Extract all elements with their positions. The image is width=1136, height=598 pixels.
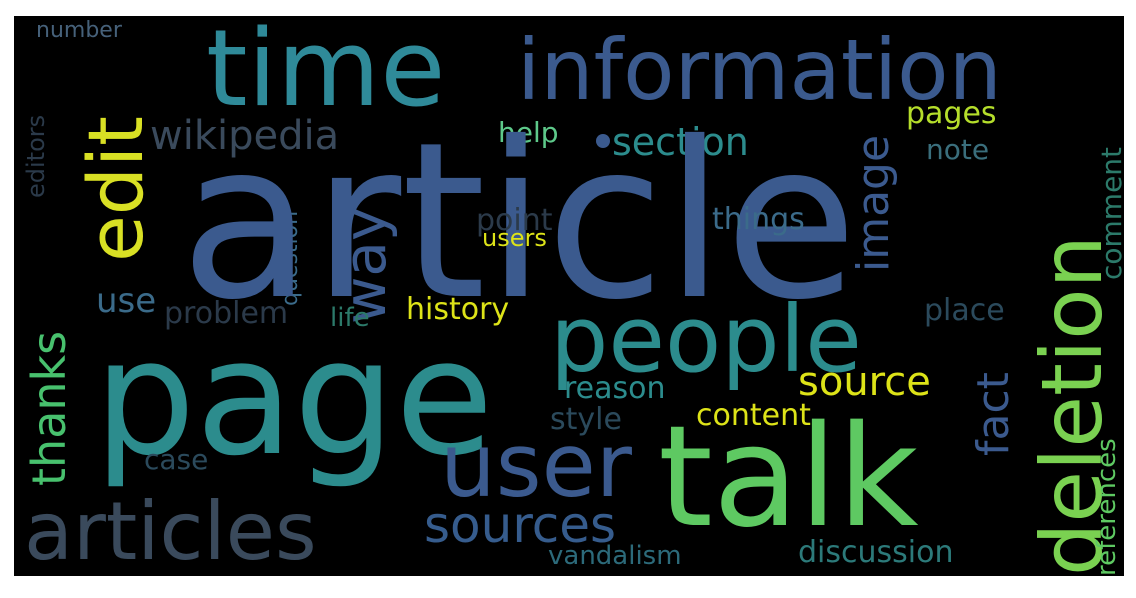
word-user: user (440, 414, 632, 517)
word-editors: editors (22, 114, 50, 198)
word-thanks: thanks (22, 330, 76, 486)
word-vandalism: vandalism (548, 541, 682, 571)
word-fact: fact (968, 372, 1019, 456)
word-style: style (550, 402, 622, 437)
word-article: article (180, 96, 858, 347)
word-source: source (798, 359, 931, 405)
word-edit: edit (71, 116, 160, 262)
word-number: number (36, 18, 122, 43)
word-problem: problem (164, 296, 289, 331)
word-place: place (924, 293, 1005, 328)
word-pages: pages (906, 96, 997, 131)
word-content: content (696, 398, 811, 433)
word-people: people (550, 286, 862, 393)
word-time: time (206, 16, 446, 130)
word-references: references (1092, 438, 1122, 576)
word-things: things (712, 202, 805, 237)
word-help: help (498, 116, 559, 149)
word-talk: talk (658, 396, 919, 559)
word-cloud: number time information edit wikipedia h… (14, 16, 1124, 576)
word-sources: sources (424, 496, 617, 554)
dot-mark (596, 134, 610, 148)
word-life: life (330, 303, 370, 333)
word-articles: articles (24, 485, 317, 576)
word-comment: comment (1095, 146, 1124, 280)
word-wikipedia: wikipedia (150, 113, 340, 159)
word-reason: reason (564, 371, 666, 406)
word-users: users (482, 224, 547, 252)
word-page: page (94, 304, 494, 491)
word-information: information (517, 21, 1002, 119)
word-point: point (476, 203, 553, 238)
word-use: use (96, 281, 157, 321)
word-note: note (926, 133, 990, 166)
word-discussion: discussion (798, 535, 954, 570)
word-history: history (406, 292, 510, 327)
word-case: case (144, 443, 209, 476)
word-image: image (848, 134, 899, 272)
word-section: section (612, 120, 749, 164)
